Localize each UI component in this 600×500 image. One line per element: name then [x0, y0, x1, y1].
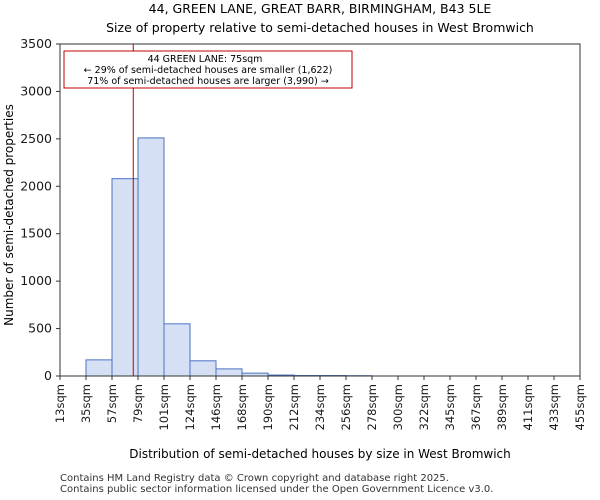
x-tick-label-79sqm: 79sqm: [131, 384, 145, 423]
x-axis-label: Distribution of semi-detached houses by …: [129, 447, 511, 461]
x-tick-label-278sqm: 278sqm: [365, 384, 379, 430]
annotation-frame: [63, 50, 353, 89]
y-tick-label-3000: 3000: [20, 83, 52, 98]
annotation-line-1: 44 GREEN LANE: 75sqm: [148, 54, 263, 65]
x-tick-label-13sqm: 13sqm: [53, 384, 67, 423]
x-tick-label-256sqm: 256sqm: [339, 384, 353, 430]
bar-79sqm: [137, 137, 165, 377]
x-tick-label-101sqm: 101sqm: [157, 384, 171, 430]
x-tick-label-345sqm: 345sqm: [443, 384, 457, 430]
bar-146sqm: [215, 368, 243, 377]
x-tick-label-322sqm: 322sqm: [417, 384, 431, 430]
x-tick-label-146sqm: 146sqm: [209, 384, 223, 430]
annotation-box: 44 GREEN LANE: 75sqm ← 29% of semi-detac…: [63, 50, 353, 89]
y-tick-label-3500: 3500: [20, 36, 52, 51]
x-tick-label-455sqm: 455sqm: [573, 384, 587, 430]
annotation-line-2: ← 29% of semi-detached houses are smalle…: [84, 65, 333, 76]
bar-35sqm: [85, 359, 113, 377]
y-axis-label: Number of semi-detached properties: [2, 104, 16, 326]
x-tick-label-411sqm: 411sqm: [521, 384, 535, 430]
x-tick-label-57sqm: 57sqm: [105, 384, 119, 423]
x-tick-label-35sqm: 35sqm: [79, 384, 93, 423]
footer-line-2: Contains public sector information licen…: [60, 484, 494, 495]
bar-57sqm: [111, 178, 139, 377]
x-tick-label-190sqm: 190sqm: [261, 384, 275, 430]
plot-area: 0 500 1000 1500 2000 2500 3000 3500 13sqm 35sqm 57…: [20, 36, 587, 430]
y-tick-label-2500: 2500: [20, 131, 52, 146]
x-tick-label-124sqm: 124sqm: [183, 384, 197, 430]
footer-line-1: Contains HM Land Registry data © Crown c…: [60, 473, 449, 484]
x-tick-label-389sqm: 389sqm: [495, 384, 509, 430]
bar-101sqm: [163, 323, 191, 377]
x-tick-label-168sqm: 168sqm: [235, 384, 249, 430]
y-tick-label-0: 0: [44, 368, 52, 383]
annotation-line-3: 71% of semi-detached houses are larger (…: [87, 76, 329, 87]
x-tick-label-300sqm: 300sqm: [391, 384, 405, 430]
x-tick-label-234sqm: 234sqm: [313, 384, 327, 430]
x-tick-label-367sqm: 367sqm: [469, 384, 483, 430]
x-tick-label-212sqm: 212sqm: [287, 384, 301, 430]
y-tick-label-1500: 1500: [20, 226, 52, 241]
chart-title: 44, GREEN LANE, GREAT BARR, BIRMINGHAM, …: [149, 1, 492, 16]
chart-subtitle: Size of property relative to semi-detach…: [106, 20, 534, 35]
y-tick-label-500: 500: [28, 321, 52, 336]
bar-124sqm: [189, 360, 217, 377]
y-tick-label-1000: 1000: [20, 273, 52, 288]
x-tick-label-433sqm: 433sqm: [547, 384, 561, 430]
y-tick-label-2000: 2000: [20, 178, 52, 193]
